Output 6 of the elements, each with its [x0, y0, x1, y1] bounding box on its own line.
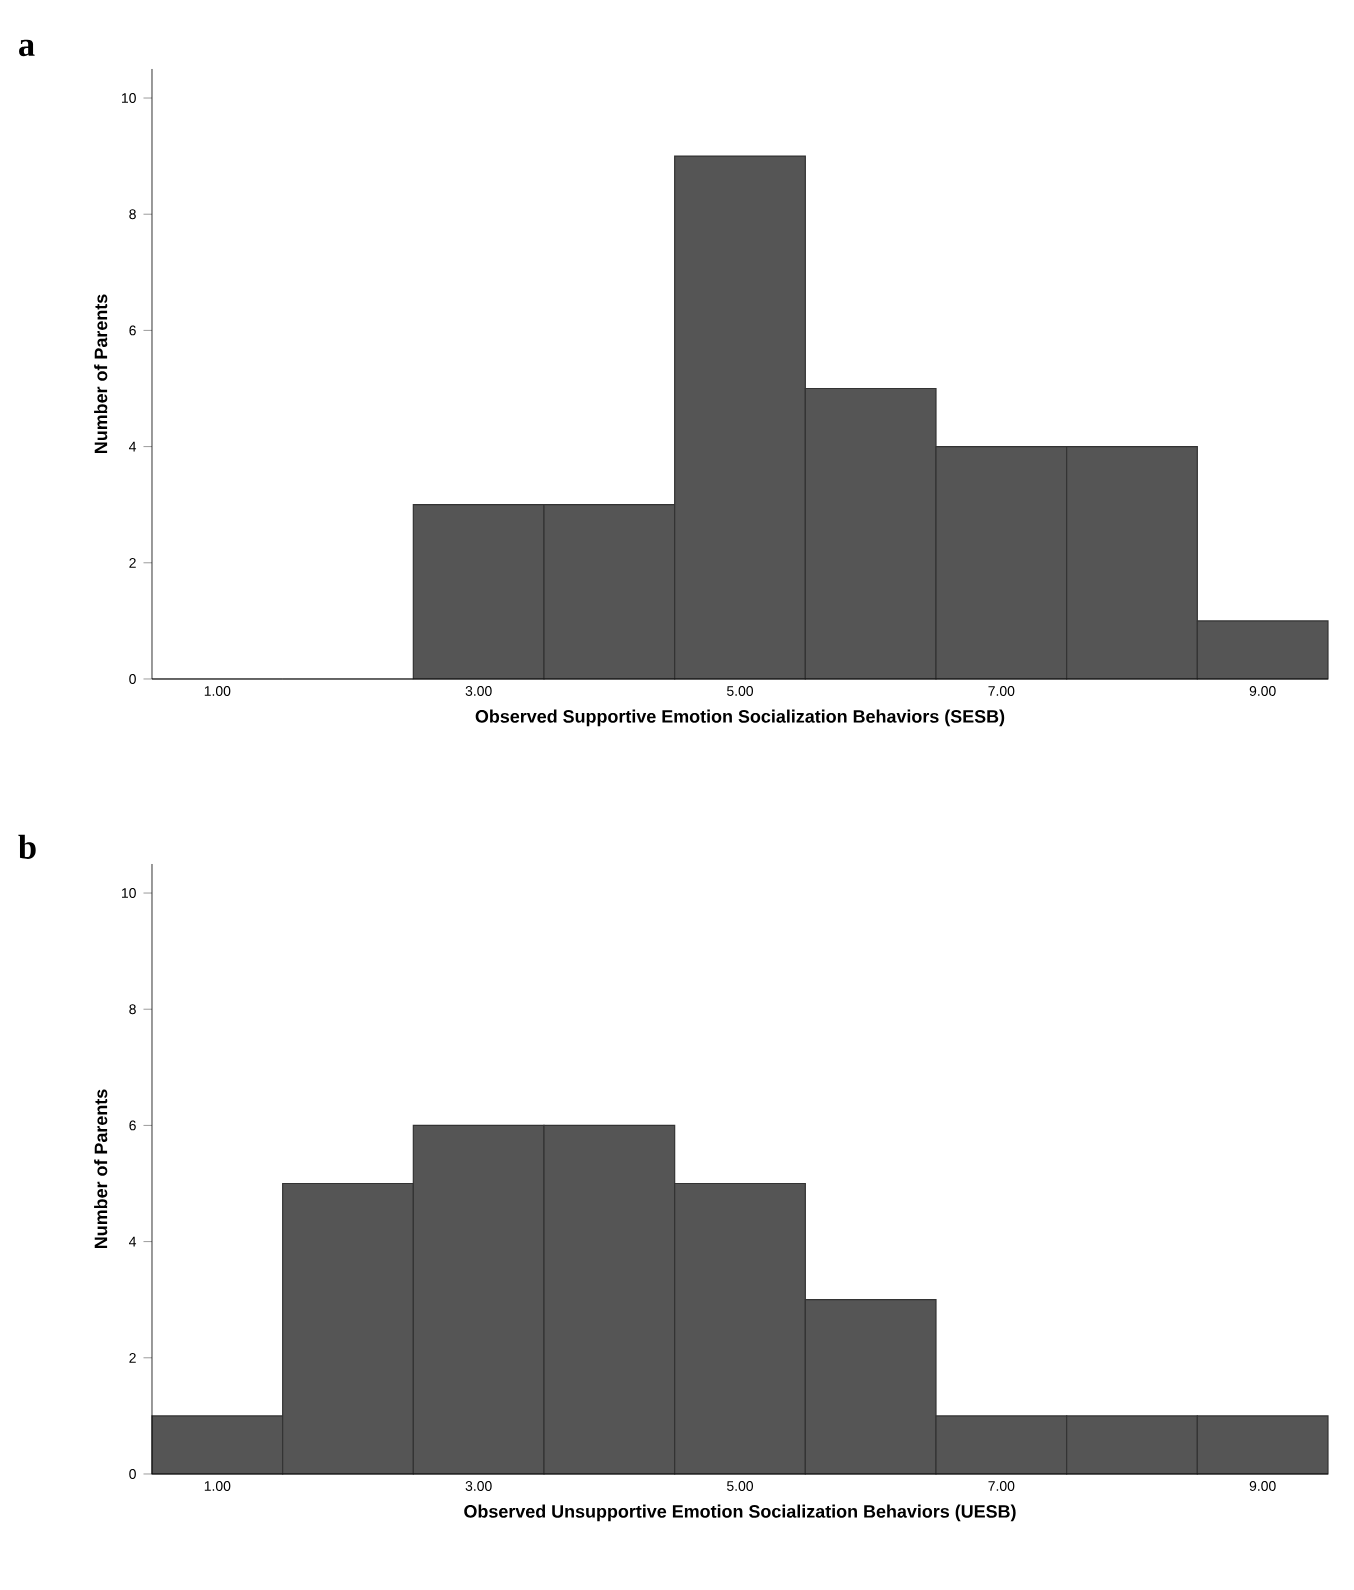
x-axis-title: Observed Unsupportive Emotion Socialization Behaviors (UESB)	[464, 1504, 1016, 1522]
x-axis-title: Observed Supportive Emotion Socialization Behaviors (SESB)	[475, 709, 1005, 727]
y-axis-title: Number of Parents	[94, 1089, 108, 1249]
y-axis-title: Number of Parents	[94, 294, 108, 454]
chart-title: a	[19, 39, 35, 57]
chart-title: b	[18, 834, 36, 859]
